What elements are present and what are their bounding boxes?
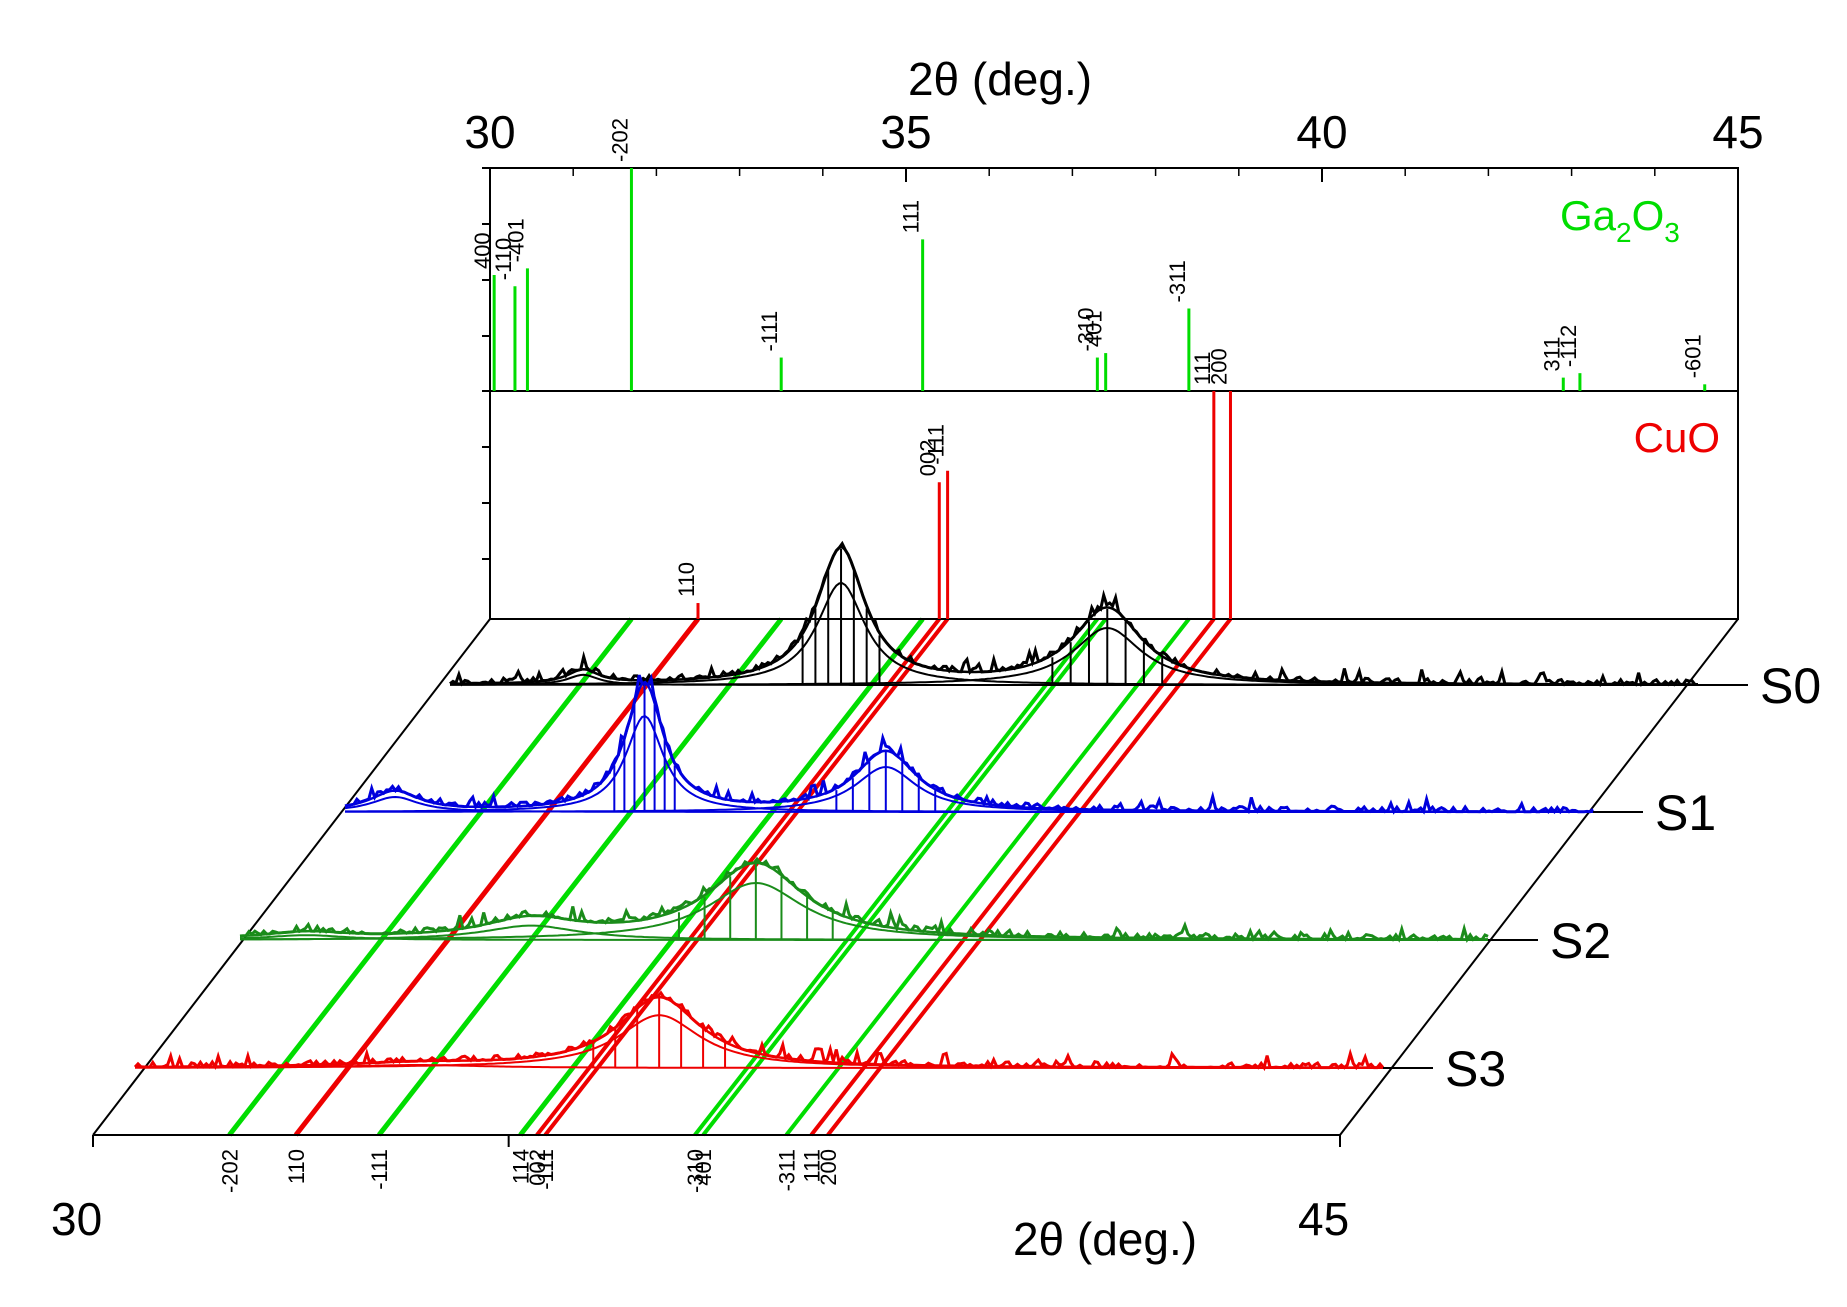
projection-line xyxy=(376,617,784,1137)
reference-peak-hkl-label: -310 xyxy=(1073,308,1098,352)
reference-peak-hkl-label: 110 xyxy=(674,562,699,597)
top-axis-tick-label: 30 xyxy=(464,106,515,158)
projection-hkl-label: -310 xyxy=(683,1149,708,1193)
projection-hkl-label: 110 xyxy=(284,1149,309,1184)
projection-hkl-label: -311 xyxy=(774,1149,799,1191)
reference-peak-hkl-label: 111 xyxy=(899,200,924,233)
series-label-s0: S0 xyxy=(1760,658,1821,714)
series-label-s1: S1 xyxy=(1655,785,1716,841)
projection-line xyxy=(809,617,1216,1137)
projection-line xyxy=(826,617,1233,1137)
projection-line xyxy=(227,617,634,1137)
reference-peak-hkl-label: -112 xyxy=(1556,325,1581,367)
reference-peak-hkl-label: 111 xyxy=(1190,352,1215,385)
reference-peak-hkl-label: -202 xyxy=(607,118,632,162)
reference-peak-hkl-label: -110 xyxy=(491,238,516,280)
projection-line xyxy=(535,617,941,1137)
top-axis-tick-label: 45 xyxy=(1712,106,1763,158)
baseplate-left-edge xyxy=(92,618,491,1136)
reference-peak-hkl-label: 311 xyxy=(1539,337,1564,372)
projection-hkl-label: -111 xyxy=(367,1149,392,1190)
projection-line xyxy=(701,617,1108,1137)
reference-panel-frame xyxy=(482,167,1739,620)
ga2o3-label-ga: Ga xyxy=(1560,192,1617,239)
series-label-s3: S3 xyxy=(1445,1041,1506,1097)
series-component-curve xyxy=(345,765,1593,813)
top-axis-tick-label: 35 xyxy=(880,106,931,158)
series-trace-s0 xyxy=(449,540,1698,688)
projection-line xyxy=(784,617,1191,1137)
projection-hkl-label: 114 xyxy=(508,1149,533,1184)
bottom-axis-tick-label: 30 xyxy=(51,1193,102,1245)
ga2o3-phase-label: Ga2O3 xyxy=(1560,192,1680,248)
projection-hkl-label: 401 xyxy=(691,1149,716,1186)
series-component-curve xyxy=(240,881,1488,941)
chart-text-layer: 2θ (deg.) 2θ (deg.) Ga2O3 CuO 30 35 40 45 40… xyxy=(51,53,1821,1265)
projection-line xyxy=(543,617,950,1137)
ga2o3-label-sub1: 2 xyxy=(1616,217,1632,248)
reference-peak-hkl-label: -601 xyxy=(1681,334,1706,378)
projection-lines-layer xyxy=(227,617,1233,1137)
reference-peak-hkl-label: 200 xyxy=(1206,348,1231,385)
projection-line xyxy=(293,617,700,1137)
series-label-s2: S2 xyxy=(1550,913,1611,969)
waterfall-baseplate xyxy=(92,618,1739,1147)
projection-line xyxy=(518,617,925,1137)
reference-peak-hkl-label: -401 xyxy=(503,218,528,262)
reference-peak-hkl-label: -111 xyxy=(924,424,949,465)
ga2o3-label-o: O xyxy=(1632,192,1665,239)
ga2o3-label-sub2: 3 xyxy=(1664,217,1680,248)
reference-panel-border xyxy=(489,167,1739,620)
bottom-axis-tick-label: 45 xyxy=(1298,1193,1349,1245)
baseplate-right-edge xyxy=(1339,618,1739,1136)
series-fit-s0 xyxy=(450,546,1698,686)
bottom-axis-label: 2θ (deg.) xyxy=(1013,1213,1197,1265)
reference-peak-hkl-label: 401 xyxy=(1082,310,1107,347)
series-component-curve xyxy=(135,1014,1384,1069)
projection-hkl-label: 002 xyxy=(525,1149,550,1186)
reference-peaks-layer xyxy=(492,168,1707,619)
reference-peak-hkl-label: -311 xyxy=(1165,260,1190,302)
reference-peak-hkl-label: 002 xyxy=(915,439,940,476)
series-component-curve xyxy=(345,714,1593,813)
reference-peak-hkl-label: -111 xyxy=(757,311,782,352)
top-axis-label: 2θ (deg.) xyxy=(908,53,1092,105)
top-axis-tick-label: 40 xyxy=(1296,106,1347,158)
reference-peak-hkl-label: 400 xyxy=(470,232,495,269)
projection-hkl-label: 111 xyxy=(799,1149,824,1182)
sample-series-layer xyxy=(133,540,1748,1072)
projection-hkl-label: -202 xyxy=(217,1149,242,1193)
series-component-curve xyxy=(450,626,1698,686)
cuo-phase-label: CuO xyxy=(1634,414,1720,461)
projection-hkl-label: 200 xyxy=(816,1149,841,1186)
projection-hkl-label: -111 xyxy=(533,1149,558,1190)
